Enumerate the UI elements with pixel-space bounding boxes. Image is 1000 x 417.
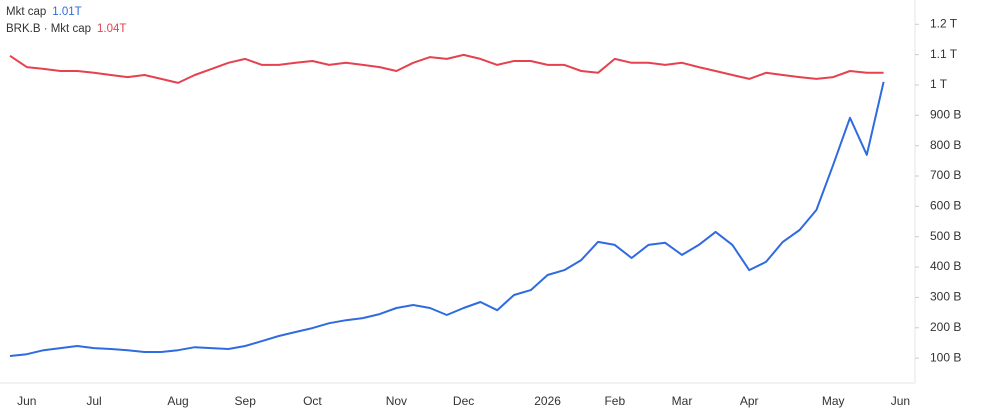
x-tick-label: Feb bbox=[604, 394, 625, 408]
legend-label: BRK.B · Mkt cap bbox=[6, 23, 91, 35]
y-tick-label: 800 B bbox=[930, 138, 961, 152]
y-tick-label: 400 B bbox=[930, 259, 961, 273]
y-tick-label: 1.2 T bbox=[930, 16, 958, 30]
y-tick-label: 500 B bbox=[930, 229, 961, 243]
y-tick-label: 1 T bbox=[930, 77, 948, 91]
series-line bbox=[9, 53, 884, 84]
legend-label: Mkt cap bbox=[6, 6, 46, 18]
legend: Mkt cap 1.01T BRK.B · Mkt cap 1.04T bbox=[6, 6, 126, 35]
x-tick-label: Mar bbox=[672, 394, 693, 408]
y-tick-label: 900 B bbox=[930, 107, 961, 121]
x-tick-label: May bbox=[822, 394, 845, 408]
x-tick-label: Jun bbox=[891, 394, 910, 408]
series-line bbox=[9, 81, 885, 357]
legend-value: 1.01T bbox=[52, 6, 81, 18]
x-tick-label: Dec bbox=[453, 394, 474, 408]
x-tick-label: Nov bbox=[386, 394, 407, 408]
x-tick-label: Jul bbox=[86, 394, 101, 408]
y-tick-label: 600 B bbox=[930, 199, 961, 213]
x-tick-label: Oct bbox=[303, 394, 322, 408]
x-tick-label: Aug bbox=[167, 394, 188, 408]
y-tick-label: 200 B bbox=[930, 320, 961, 334]
y-tick-label: 700 B bbox=[930, 168, 961, 182]
x-tick-label: Apr bbox=[740, 394, 759, 408]
x-tick-label: Sep bbox=[235, 394, 257, 408]
legend-value: 1.04T bbox=[97, 23, 126, 35]
y-tick-label: 1.1 T bbox=[930, 47, 958, 61]
x-tick-label: 2026 bbox=[534, 394, 561, 408]
y-tick-label: 300 B bbox=[930, 290, 961, 304]
y-tick-label: 100 B bbox=[930, 350, 961, 364]
x-tick-label: Jun bbox=[17, 394, 36, 408]
